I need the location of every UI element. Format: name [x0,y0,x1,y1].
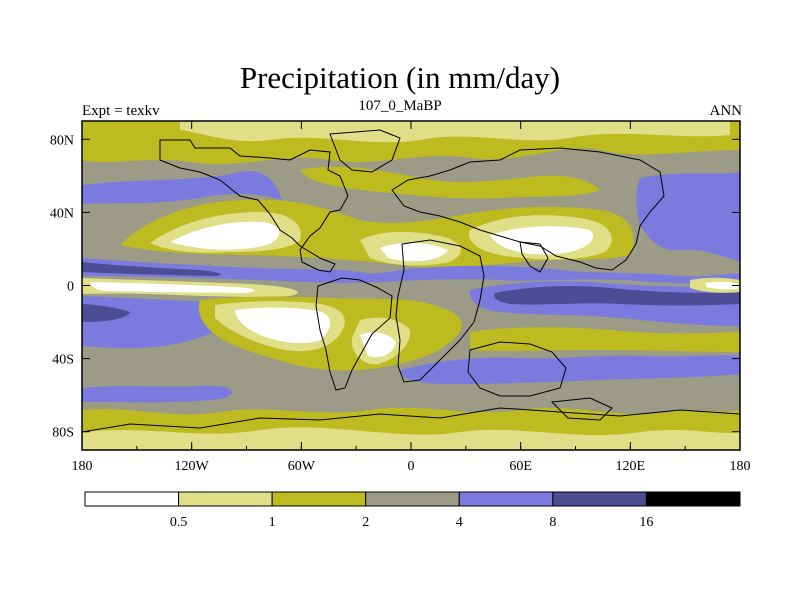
greenland-outline [329,129,401,173]
australia-outline [467,341,567,397]
equatorial-dry-core [90,282,255,293]
lon-tick-label: 60W [288,459,316,474]
time-label: 107_0_MaBP [358,98,442,114]
north-pacific-wet-band [82,171,282,204]
colorbar-label: 2 [362,515,369,530]
map-title: Precipitation (in mm/day) [239,60,561,95]
colorbar-label: 4 [456,515,463,530]
north-subtropic-white [170,221,594,262]
south-subtropic-white [235,307,396,358]
lon-tick-label: 180 [730,459,751,474]
south-pacific-wet-core [82,304,130,322]
antarctica-outline [82,407,740,433]
colorbar-swatch [458,491,554,507]
africa-outline [395,239,485,383]
colorbar-label: 0.5 [170,515,188,530]
colorbar-swatch [271,491,367,507]
lon-tick-label: 120E [616,459,646,474]
lat-tick-label: 0 [67,280,74,295]
lon-tick-label: 180 [72,459,93,474]
eurasia-outline [391,147,665,271]
south-america-outline [315,277,393,391]
axis-ticks: 180 120W 60W 0 60E 120E 180 80N 40N 0 40S 80S [50,121,751,474]
southern-ocean-wet [82,385,232,403]
small-island-outline [550,397,613,421]
continent-outlines [82,129,740,433]
lon-tick-label: 120W [175,459,210,474]
colorbar-label: 16 [639,515,653,530]
antarctic-light-band [82,427,740,450]
precipitation-field [82,121,740,450]
south-atlantic-wet-band [400,355,740,384]
season-label: ANN [709,103,743,119]
colorbar-swatch [365,491,460,507]
east-equatorial-white [706,281,738,290]
colorbar-swatch [645,491,741,507]
experiment-label: Expt = texkv [82,103,160,119]
colorbar-swatch [552,491,647,507]
lat-tick-label: 40N [50,206,74,221]
colorbar-label: 8 [549,515,556,530]
indian-ocean-wet-core [494,285,740,306]
itcz-north-band [82,258,740,284]
colorbar: 0.5 1 2 4 8 16 [84,491,741,530]
itcz-north-core [82,262,221,276]
lat-tick-label: 80N [50,133,74,148]
north-america-outline [159,139,349,273]
colorbar-swatch [178,491,273,507]
colorbar-label: 1 [269,515,276,530]
lon-tick-label: 0 [408,459,415,474]
arctic-light-band [180,121,730,143]
north-midlat-mixed [300,166,600,199]
colorbar-swatch [84,491,180,507]
lon-tick-label: 60E [509,459,532,474]
lat-tick-label: 40S [52,353,74,368]
south-atlantic-dry [470,327,740,352]
india-outline [519,241,549,273]
lat-tick-label: 80S [52,426,74,441]
north-atlantic-wet-band [636,172,740,262]
